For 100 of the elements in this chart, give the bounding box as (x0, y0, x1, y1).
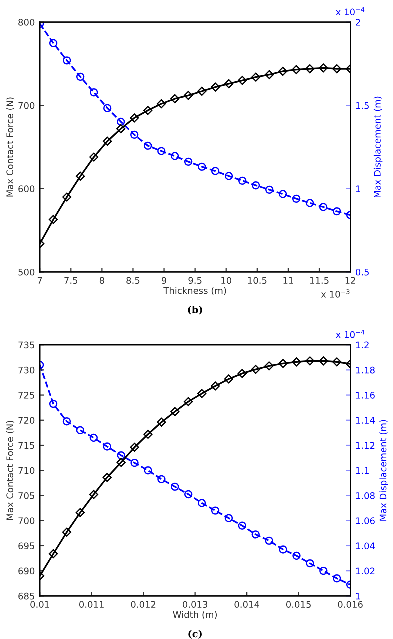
y-tick-label: 695 (18, 542, 34, 550)
point (333, 574, 342, 583)
y2-axis-title: Max Displacement (m) (380, 420, 388, 521)
point (265, 186, 274, 194)
y2-tick-label: 1.18 (356, 366, 375, 374)
point (158, 475, 166, 484)
point (306, 199, 314, 208)
point (198, 162, 206, 172)
point (184, 91, 194, 100)
point (116, 458, 126, 468)
y-tick-label: 730 (18, 366, 35, 374)
point (76, 426, 85, 435)
point (158, 147, 166, 156)
point (130, 442, 140, 452)
y-tick-label: 700 (18, 518, 35, 524)
y-tick-label: 735 (18, 342, 34, 349)
point (332, 64, 342, 74)
y-tick-label: 725 (18, 392, 34, 399)
point (265, 70, 274, 80)
point (76, 72, 85, 82)
point (130, 130, 139, 140)
text: x 10$^{−4}$ (336, 7, 365, 16)
y2-tick-label: 1.16 (356, 392, 375, 399)
point (157, 99, 166, 109)
text: x 10$^{−3}$ (321, 290, 350, 298)
y2-tick-label: 2 (356, 19, 360, 26)
x-tick-label: 0.011 (80, 601, 104, 608)
point (238, 176, 247, 186)
point (292, 65, 302, 74)
point (90, 152, 99, 162)
y-tick-label: 715 (18, 442, 34, 450)
point (144, 466, 152, 475)
point (90, 434, 98, 442)
point (278, 66, 288, 76)
x-tick-label: 0.016 (338, 601, 363, 608)
x-tick-label: 11.5 (310, 277, 329, 284)
point (320, 566, 328, 576)
point (103, 442, 112, 451)
y2-tick-label: 1.1 (356, 467, 369, 474)
point (198, 86, 207, 96)
y-tick-label: 600 (18, 186, 35, 192)
point (144, 142, 152, 150)
text: x 10$^{−4}$ (336, 330, 365, 338)
point (62, 528, 72, 537)
point (76, 508, 85, 518)
y-tick-label: 500 (18, 268, 35, 276)
point (102, 473, 112, 482)
x-axis-title: Width (m) (173, 611, 218, 620)
point (292, 358, 302, 367)
y2-tick-label: 1.5 (356, 102, 369, 110)
point (318, 64, 328, 73)
x-tick-label: 9.5 (188, 277, 202, 284)
point (306, 559, 314, 568)
x-tick-label: 0.015 (286, 601, 311, 608)
point (89, 490, 98, 500)
y2-tick-label: 1.2 (356, 342, 369, 348)
point (238, 76, 248, 86)
point (265, 536, 274, 546)
point (224, 514, 234, 522)
point (332, 358, 342, 367)
text: (c) (188, 630, 202, 639)
point (238, 522, 247, 530)
y-tick-label: 685 (18, 592, 34, 600)
y-tick-label: 690 (18, 568, 35, 575)
point (184, 490, 193, 499)
point (264, 362, 274, 371)
point (130, 458, 139, 468)
x-tick-label: 11 (284, 277, 294, 284)
point (224, 79, 234, 89)
x-tick-label: 8.5 (126, 277, 140, 284)
x-tick-label: 10.5 (248, 277, 267, 284)
y2-tick-label: 1 (356, 593, 360, 600)
point (252, 182, 260, 190)
point (62, 192, 72, 202)
point (319, 203, 328, 212)
x-tick-label: 8 (100, 277, 104, 284)
y2-tick-label: 1.12 (356, 442, 375, 449)
x-tick-label: 7 (38, 277, 42, 284)
y-tick-label: 710 (18, 467, 35, 474)
y-axis-title: Max Contact Force (N) (6, 421, 15, 520)
x-tick-label: 10 (222, 277, 232, 284)
y2-tick-label: 1.08 (356, 492, 375, 500)
x-tick-label: 0.013 (182, 601, 208, 608)
y-tick-label: 705 (18, 492, 34, 500)
y-axis-title: Max Contact Force (N) (6, 98, 15, 197)
point (319, 356, 328, 366)
point (184, 397, 194, 406)
point (170, 152, 180, 160)
y2-tick-label: 0.5 (356, 268, 369, 276)
y2-tick-label: 1.02 (356, 568, 375, 575)
point (211, 506, 220, 515)
y-tick-label: 800 (18, 19, 35, 26)
point (224, 172, 234, 180)
point (48, 549, 58, 559)
point (116, 124, 126, 134)
x-tick-label: 0.01 (30, 601, 50, 608)
x-tick-label: 12 (346, 277, 356, 284)
point (211, 82, 220, 92)
point (211, 167, 220, 176)
point (170, 94, 180, 104)
